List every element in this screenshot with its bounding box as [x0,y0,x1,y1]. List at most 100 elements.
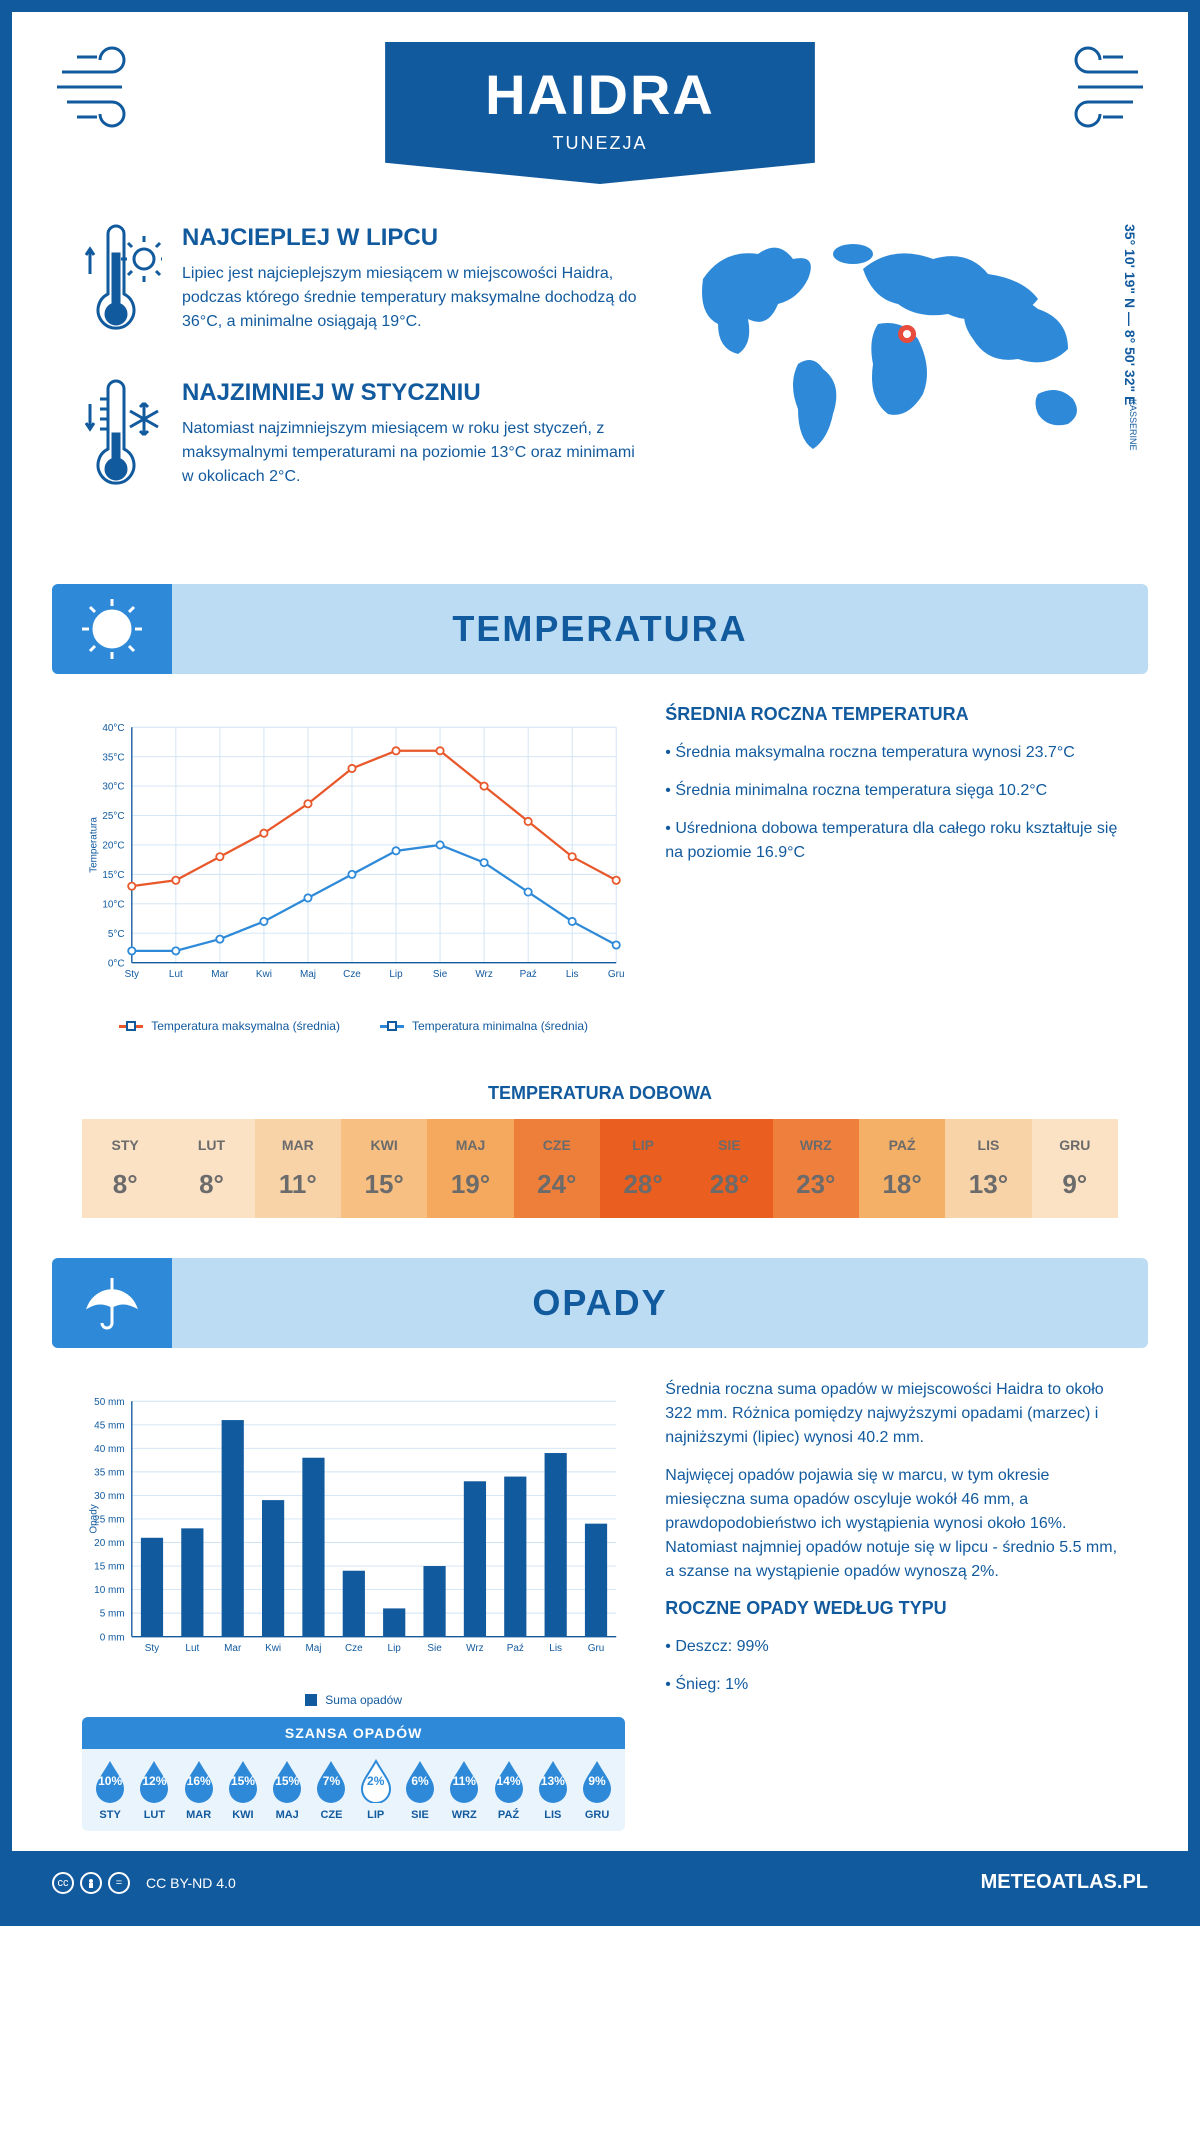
intro-text-column: NAJCIEPLEJ W LIPCU Lipiec jest najcieple… [82,224,638,534]
precip-content: 0 mm5 mm10 mm15 mm20 mm25 mm30 mm35 mm40… [12,1358,1188,1851]
svg-text:15°C: 15°C [102,870,124,881]
svg-text:Sie: Sie [427,1643,442,1654]
daily-cell: PAŹ18° [859,1119,945,1218]
svg-text:Cze: Cze [343,969,361,980]
svg-text:35°C: 35°C [102,752,124,763]
header: HAIDRA TUNEZJA [12,12,1188,184]
raindrop-icon: 14% [491,1759,527,1803]
svg-text:50 mm: 50 mm [94,1397,124,1408]
chance-cell: 14% PAŹ [486,1759,530,1821]
svg-text:5 mm: 5 mm [100,1609,125,1620]
svg-text:35 mm: 35 mm [94,1467,124,1478]
precip-bar-chart: 0 mm5 mm10 mm15 mm20 mm25 mm30 mm35 mm40… [82,1378,625,1678]
svg-text:5°C: 5°C [108,929,125,940]
avg-temp-b2: • Średnia minimalna roczna temperatura s… [665,779,1118,803]
thermometer-hot-icon [82,224,162,349]
wind-icon [52,42,172,137]
svg-text:Lip: Lip [388,1643,402,1654]
chance-cell: 13% LIS [531,1759,575,1821]
chance-cell: 15% MAJ [265,1759,309,1821]
precip-p1: Średnia roczna suma opadów w miejscowośc… [665,1378,1118,1450]
world-map [678,224,1118,464]
chance-row: 10% STY 12% LUT 16% MAR 15% KWI [82,1749,625,1831]
chance-cell: 12% LUT [132,1759,176,1821]
chance-cell: 6% SIE [398,1759,442,1821]
coldest-title: NAJZIMNIEJ W STYCZNIU [182,379,638,407]
hottest-text: Lipiec jest najcieplejszym miesiącem w m… [182,262,638,334]
map-column: 35° 10' 19" N — 8° 50' 32" E KASSERINE [678,224,1118,534]
svg-text:Temperatura: Temperatura [88,817,99,873]
svg-text:20 mm: 20 mm [94,1538,124,1549]
svg-text:Opady: Opady [88,1504,99,1533]
precip-snow: • Śnieg: 1% [665,1673,1118,1697]
daily-cell: LIP28° [600,1119,686,1218]
precip-summary: Średnia roczna suma opadów w miejscowośc… [665,1378,1118,1831]
chance-cell: 7% CZE [309,1759,353,1821]
svg-text:15 mm: 15 mm [94,1562,124,1573]
daily-cell: MAJ19° [427,1119,513,1218]
daily-temp-grid: STY8°LUT8°MAR11°KWI15°MAJ19°CZE24°LIP28°… [82,1119,1118,1218]
raindrop-icon: 16% [181,1759,217,1803]
chance-cell: 2% LIP [354,1759,398,1821]
chance-title: SZANSA OPADÓW [82,1717,625,1749]
title-ribbon: HAIDRA TUNEZJA [385,42,815,184]
precip-legend: Suma opadów [82,1693,625,1707]
city-name: HAIDRA [485,62,715,127]
svg-text:Kwi: Kwi [265,1643,281,1654]
precip-chart-column: 0 mm5 mm10 mm15 mm20 mm25 mm30 mm35 mm40… [82,1378,625,1831]
legend-max: Temperatura maksymalna (średnia) [151,1019,340,1033]
svg-text:Mar: Mar [224,1643,242,1654]
license-text: CC BY-ND 4.0 [146,1875,236,1891]
svg-text:Maj: Maj [305,1643,321,1654]
raindrop-icon: 2% [358,1759,394,1803]
daily-cell: LUT8° [168,1119,254,1218]
precip-legend-label: Suma opadów [325,1693,402,1707]
raindrop-icon: 15% [225,1759,261,1803]
site-name: METEOATLAS.PL [981,1871,1148,1894]
svg-text:10 mm: 10 mm [94,1585,124,1596]
daily-temp-title: TEMPERATURA DOBOWA [12,1083,1188,1104]
avg-temp-b1: • Średnia maksymalna roczna temperatura … [665,741,1118,765]
svg-text:45 mm: 45 mm [94,1420,124,1431]
nd-icon: = [108,1872,130,1894]
daily-cell: WRZ23° [773,1119,859,1218]
precip-type-title: ROCZNE OPADY WEDŁUG TYPU [665,1598,1118,1619]
temperature-content: 0°C5°C10°C15°C20°C25°C30°C35°C40°CStyLut… [12,684,1188,1053]
svg-text:Maj: Maj [300,969,316,980]
raindrop-icon: 9% [579,1759,615,1803]
svg-text:Kwi: Kwi [256,969,272,980]
license-block: cc = CC BY-ND 4.0 [52,1872,236,1894]
temperature-summary: ŚREDNIA ROCZNA TEMPERATURA • Średnia mak… [665,704,1118,1033]
temperature-legend: Temperatura maksymalna (średnia) Tempera… [82,1019,625,1033]
chance-cell: 15% KWI [221,1759,265,1821]
svg-text:10°C: 10°C [102,899,124,910]
svg-text:Lip: Lip [389,969,403,980]
sun-icon [52,584,172,674]
temperature-title: TEMPERATURA [452,608,747,650]
svg-text:Mar: Mar [211,969,229,980]
raindrop-icon: 13% [535,1759,571,1803]
svg-text:30 mm: 30 mm [94,1491,124,1502]
hottest-block: NAJCIEPLEJ W LIPCU Lipiec jest najcieple… [82,224,638,349]
raindrop-icon: 6% [402,1759,438,1803]
raindrop-icon: 10% [92,1759,128,1803]
coldest-text: Natomiast najzimniejszym miesiącem w rok… [182,417,638,489]
umbrella-icon [52,1258,172,1348]
svg-text:Cze: Cze [345,1643,363,1654]
svg-text:Gru: Gru [588,1643,605,1654]
svg-text:0 mm: 0 mm [100,1632,125,1643]
svg-text:Lut: Lut [169,969,183,980]
svg-text:Paź: Paź [520,969,537,980]
svg-text:Sty: Sty [125,969,139,980]
precip-section-header: OPADY [52,1258,1148,1348]
svg-text:Lis: Lis [549,1643,562,1654]
temperature-chart: 0°C5°C10°C15°C20°C25°C30°C35°C40°CStyLut… [82,704,625,1033]
svg-text:Sie: Sie [433,969,448,980]
raindrop-icon: 7% [313,1759,349,1803]
hottest-title: NAJCIEPLEJ W LIPCU [182,224,638,252]
precip-chance-box: SZANSA OPADÓW 10% STY 12% LUT 16% MAR 15… [82,1717,625,1831]
svg-text:40 mm: 40 mm [94,1444,124,1455]
raindrop-icon: 15% [269,1759,305,1803]
svg-text:Gru: Gru [608,969,625,980]
daily-cell: MAR11° [255,1119,341,1218]
